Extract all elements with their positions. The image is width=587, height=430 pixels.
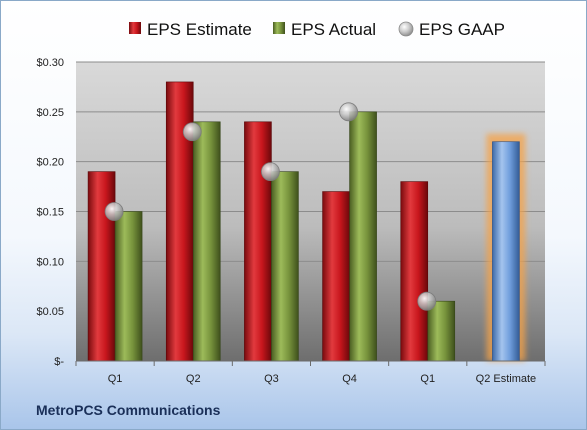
legend-marker-eps-gaap bbox=[398, 21, 414, 37]
bar-eps-actual bbox=[427, 300, 456, 362]
legend: EPS Estimate EPS Actual EPS GAAP bbox=[129, 20, 505, 39]
x-tick-label: Q2 bbox=[186, 373, 201, 385]
bar-eps-estimate bbox=[244, 121, 272, 362]
legend-swatch-eps-actual bbox=[273, 22, 285, 34]
y-tick-label: $0.15 bbox=[36, 207, 64, 219]
bar-eps-estimate bbox=[87, 171, 116, 362]
y-tick-label: $0.05 bbox=[36, 306, 64, 318]
legend-label-eps-estimate: EPS Estimate bbox=[147, 20, 252, 39]
bar-eps-actual bbox=[114, 211, 143, 362]
gaap-markers bbox=[104, 102, 437, 311]
marker-eps-gaap bbox=[261, 162, 280, 182]
x-tick-label: Q4 bbox=[342, 373, 357, 385]
y-tick-label: $0.10 bbox=[36, 256, 64, 268]
marker-eps-gaap bbox=[104, 202, 124, 221]
x-tick-label: Q1 bbox=[108, 373, 123, 385]
y-tick-label: $0.30 bbox=[36, 57, 64, 69]
y-tick-label: $- bbox=[54, 356, 64, 368]
legend-label-eps-actual: EPS Actual bbox=[291, 20, 376, 39]
bar-eps-actual bbox=[349, 111, 377, 362]
bar-q2-estimate bbox=[492, 141, 520, 362]
x-tick-label: Q3 bbox=[264, 373, 279, 385]
y-tick-label: $0.25 bbox=[36, 107, 64, 119]
x-tick-label: Q1 bbox=[420, 373, 435, 385]
legend-swatch-eps-estimate bbox=[129, 22, 141, 34]
marker-eps-gaap bbox=[417, 291, 437, 311]
bar-eps-actual bbox=[271, 171, 299, 362]
marker-eps-gaap bbox=[339, 102, 358, 122]
y-tick-label: $0.20 bbox=[36, 157, 64, 169]
company-name: MetroPCS Communications bbox=[36, 402, 221, 418]
x-tick-label: Q2 Estimate bbox=[476, 373, 537, 385]
axes: $0.30 $0.25 $0.20 $0.15 $0.10 $0.05 $- Q1 Q2 Q3 Q4… bbox=[36, 57, 546, 385]
bar-eps-estimate bbox=[322, 191, 350, 362]
gridlines bbox=[76, 61, 545, 312]
legend-label-eps-gaap: EPS GAAP bbox=[419, 20, 505, 39]
marker-eps-gaap bbox=[182, 122, 202, 142]
bar-eps-estimate bbox=[400, 181, 429, 362]
bar-eps-actual bbox=[192, 121, 221, 362]
